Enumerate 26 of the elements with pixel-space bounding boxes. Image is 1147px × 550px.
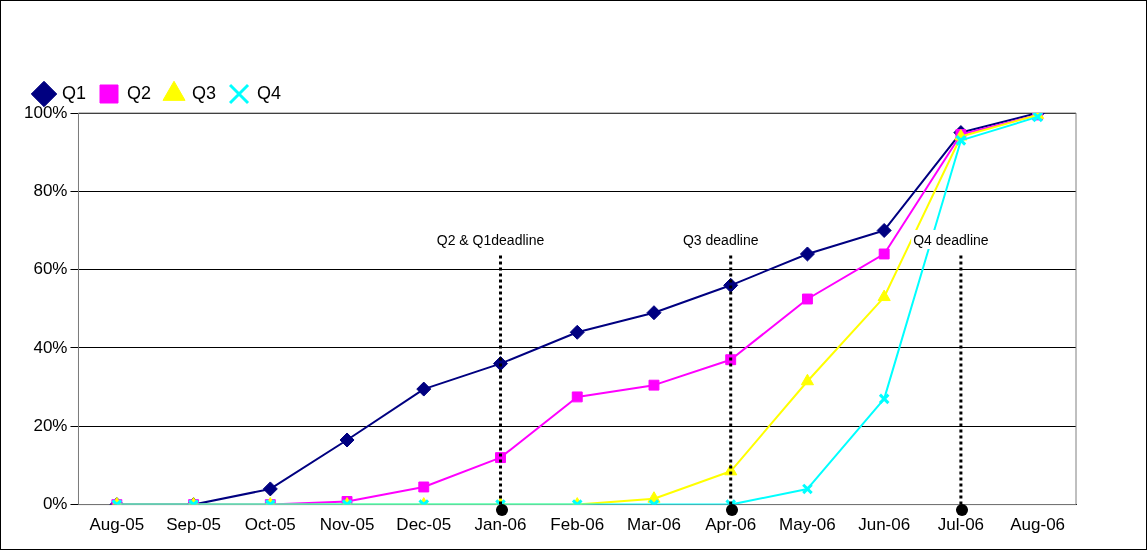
x-tick-label: Sep-05 — [166, 515, 221, 535]
y-tick-label: 20% — [33, 415, 68, 435]
x-tick-label: Oct-05 — [244, 515, 296, 535]
x-tick-label: May-06 — [779, 515, 836, 535]
legend-label: Q3 — [192, 82, 217, 103]
x-tick-label: Jun-06 — [858, 515, 911, 535]
legend-label: Q4 — [257, 82, 282, 103]
ref-line-label: Q2 & Q1deadline — [436, 231, 545, 248]
x-tick-label: Mar-06 — [627, 515, 681, 535]
y-tick-label: 40% — [33, 337, 68, 357]
x-tick-label: Aug-05 — [89, 515, 145, 535]
x-tick-label: Nov-05 — [319, 515, 375, 535]
y-tick-label: 80% — [33, 181, 68, 201]
y-tick-label: 60% — [33, 259, 68, 279]
ref-line-label: Q3 deadline — [682, 231, 759, 248]
x-tick-label: Jan-06 — [474, 515, 527, 535]
legend-label: Q1 — [62, 82, 87, 103]
y-tick-label: 100% — [24, 102, 68, 122]
x-tick-label: Aug-06 — [1010, 515, 1066, 535]
x-tick-label: Dec-05 — [396, 515, 452, 535]
x-tick-label: Feb-06 — [550, 515, 605, 535]
y-tick-label: 0% — [42, 494, 68, 514]
legend-label: Q2 — [127, 82, 152, 103]
x-tick-label: Apr-06 — [705, 515, 757, 535]
ref-line-label: Q4 deadline — [913, 231, 989, 248]
x-tick-label: Jul-06 — [937, 515, 985, 535]
